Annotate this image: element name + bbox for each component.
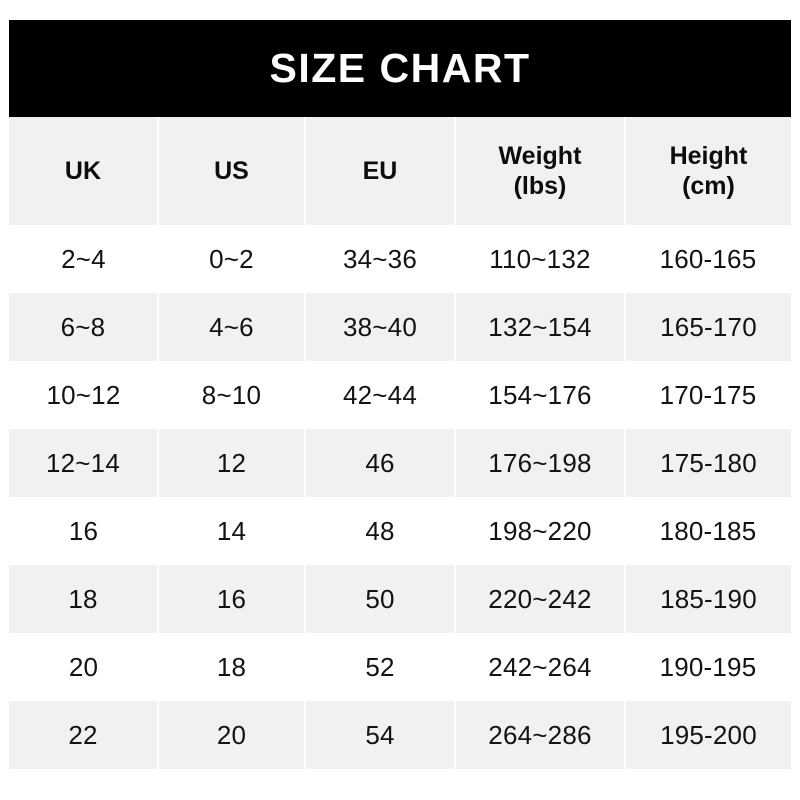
cell-weight: 176~198 [454, 429, 626, 497]
cell-height: 170-175 [624, 361, 791, 429]
column-header-height-line1: Height [669, 141, 748, 170]
column-header-weight: Weight (lbs) [454, 117, 626, 225]
size-chart-container: SIZE CHART UK US EU Weigh [9, 20, 791, 769]
cell-height: 175-180 [624, 429, 791, 497]
column-header-us: US [157, 117, 306, 225]
cell-us: 12 [157, 429, 306, 497]
cell-weight: 264~286 [454, 701, 626, 769]
table-row: 6~8 4~6 38~40 132~154 165-170 [9, 293, 791, 361]
column-header-uk: UK [9, 117, 159, 225]
size-chart-table: UK US EU Weight (lbs) Height (cm) [9, 117, 791, 769]
column-header-weight-line2: (lbs) [513, 172, 567, 200]
cell-uk: 16 [9, 497, 158, 565]
column-header-uk-line1: UK [64, 156, 102, 185]
cell-weight: 132~154 [454, 293, 626, 361]
table-row: 18 16 50 220~242 185-190 [9, 565, 791, 633]
column-header-height-line2: (cm) [682, 172, 735, 200]
cell-uk: 22 [9, 701, 159, 769]
cell-height: 165-170 [624, 293, 791, 361]
table-row: 2~4 0~2 34~36 110~132 160-165 [9, 225, 791, 293]
cell-us: 18 [157, 633, 305, 701]
cell-weight: 220~242 [454, 565, 626, 633]
table-header-row: UK US EU Weight (lbs) Height (cm) [9, 117, 791, 225]
column-header-eu-line1: EU [362, 156, 398, 185]
cell-eu: 50 [304, 565, 456, 633]
cell-weight: 110~132 [454, 225, 625, 293]
column-header-us-line1: US [214, 156, 249, 185]
cell-uk: 20 [9, 633, 158, 701]
cell-height: 185-190 [624, 565, 791, 633]
cell-eu: 38~40 [304, 293, 456, 361]
cell-uk: 10~12 [9, 361, 158, 429]
cell-us: 20 [157, 701, 306, 769]
page-title: SIZE CHART [269, 45, 531, 91]
table-row: 20 18 52 242~264 190-195 [9, 633, 791, 701]
cell-eu: 42~44 [304, 361, 455, 429]
table-row: 22 20 54 264~286 195-200 [9, 701, 791, 769]
cell-uk: 6~8 [9, 293, 159, 361]
cell-uk: 2~4 [9, 225, 158, 293]
column-header-height: Height (cm) [624, 117, 791, 225]
table-row: 12~14 12 46 176~198 175-180 [9, 429, 791, 497]
cell-uk: 12~14 [9, 429, 159, 497]
cell-weight: 198~220 [454, 497, 625, 565]
cell-eu: 54 [304, 701, 456, 769]
cell-height: 180-185 [624, 497, 791, 565]
cell-height: 195-200 [624, 701, 791, 769]
column-header-eu: EU [304, 117, 456, 225]
title-bar: SIZE CHART [9, 20, 791, 117]
cell-eu: 46 [304, 429, 456, 497]
cell-weight: 154~176 [454, 361, 625, 429]
table-row: 10~12 8~10 42~44 154~176 170-175 [9, 361, 791, 429]
cell-us: 14 [157, 497, 305, 565]
cell-height: 160-165 [624, 225, 791, 293]
cell-us: 8~10 [157, 361, 305, 429]
cell-us: 16 [157, 565, 306, 633]
table-row: 16 14 48 198~220 180-185 [9, 497, 791, 565]
cell-eu: 34~36 [304, 225, 455, 293]
cell-us: 0~2 [157, 225, 305, 293]
cell-height: 190-195 [624, 633, 791, 701]
cell-eu: 52 [304, 633, 455, 701]
column-header-weight-line1: Weight [498, 141, 582, 170]
cell-weight: 242~264 [454, 633, 625, 701]
cell-us: 4~6 [157, 293, 306, 361]
cell-uk: 18 [9, 565, 159, 633]
cell-eu: 48 [304, 497, 455, 565]
